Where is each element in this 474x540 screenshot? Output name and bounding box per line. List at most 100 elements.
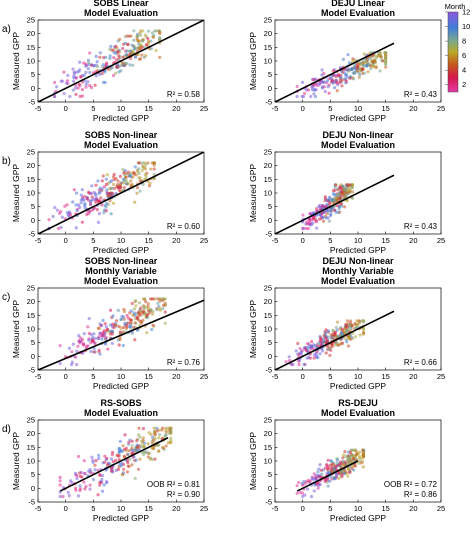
data-point [138,33,143,37]
data-point [143,441,147,445]
data-point [84,484,88,488]
data-point [340,84,344,88]
data-point [142,297,147,301]
data-point [114,323,118,327]
y-tick-label: 0 [31,484,35,493]
data-point [103,454,107,458]
data-point [78,68,82,72]
data-point [351,453,355,457]
data-point [361,465,365,469]
data-point [124,446,128,450]
data-point [59,79,63,83]
data-point [145,315,150,320]
data-point [365,64,369,68]
data-point [102,483,106,487]
data-point [345,471,349,475]
data-point [131,313,135,317]
data-point [84,64,88,68]
data-point [103,70,107,74]
y-tick-label: 10 [264,189,272,198]
data-point [158,307,162,311]
data-point [157,436,161,440]
data-point [141,427,146,431]
data-point [312,215,316,219]
data-point [132,307,137,311]
data-point [114,458,118,463]
data-point [114,71,118,75]
data-point [110,329,114,334]
data-point [89,63,94,67]
data-point [337,72,341,77]
data-point [135,191,139,195]
data-point [90,339,95,343]
data-point [67,210,72,214]
data-point [86,344,90,348]
data-point [67,494,71,498]
x-tick-label: 20 [409,104,417,113]
y-axis-label: Measured GPP [248,164,258,222]
data-point [346,474,350,478]
data-point [93,463,97,467]
data-point [102,211,106,215]
data-point [123,41,127,45]
data-point [94,196,98,201]
data-point [340,333,344,337]
data-point [329,212,333,216]
data-point [355,64,360,68]
data-point [107,191,111,195]
data-point [150,435,155,440]
data-point [352,71,356,75]
data-point [132,455,136,459]
data-point [329,209,333,213]
data-point [344,324,348,329]
data-point [89,332,93,337]
data-point [86,325,90,329]
panel-title: Model Evaluation [84,276,158,286]
data-point [139,306,143,310]
y-tick-label: 15 [264,175,272,184]
y-axis-label: Measured GPP [248,300,258,358]
data-point [305,222,309,226]
data-point [301,213,305,217]
data-point [126,181,130,186]
scatter-points [295,448,366,499]
data-point [299,350,304,354]
data-point [121,473,125,477]
data-point [118,439,122,443]
data-point [109,212,113,216]
data-point [130,463,134,467]
data-point [338,65,343,70]
data-point [87,469,91,473]
data-point [126,316,131,320]
data-point [368,51,372,55]
data-point [141,38,145,42]
y-tick-label: 25 [27,16,35,25]
colorbar-tick-label: 12 [462,8,470,17]
data-point [135,186,140,190]
data-point [58,483,62,487]
data-point [162,435,167,440]
data-point [75,208,79,213]
y-tick-label: 10 [264,57,272,66]
data-point [337,207,341,211]
y-axis-label: Measured GPP [11,32,21,90]
panel-row-label: a) [2,24,11,35]
data-point [130,301,134,306]
y-tick-label: 0 [268,352,272,361]
y-tick-label: 5 [31,338,35,347]
data-point [358,454,362,459]
y-tick-label: 0 [268,84,272,93]
data-point [362,61,366,65]
data-point [115,453,119,457]
data-point [143,167,148,171]
x-tick-label: -5 [35,104,42,113]
data-point [350,323,354,328]
x-tick-label: 25 [437,372,445,381]
data-point [347,61,352,65]
data-point [327,470,331,474]
x-tick-label: 10 [354,504,362,513]
data-point [71,88,75,92]
x-axis-label: Predicted GPP [93,381,150,391]
data-point [108,47,112,51]
data-point [112,172,116,177]
